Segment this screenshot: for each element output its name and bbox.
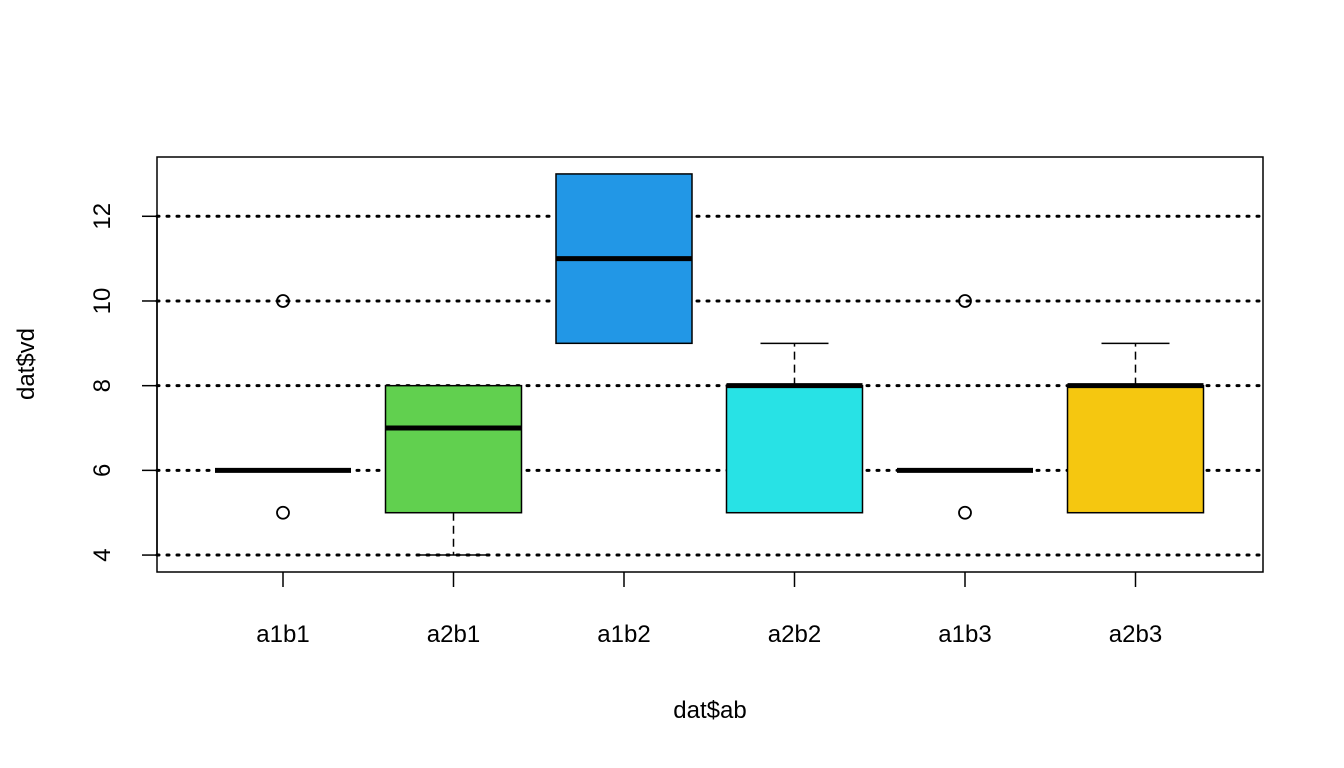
box-body bbox=[1066, 384, 1205, 514]
y-tick-label: 12 bbox=[89, 203, 116, 230]
x-tick-label-a1b3: a1b3 bbox=[938, 621, 991, 648]
box-body bbox=[384, 384, 523, 514]
outlier-point bbox=[958, 505, 972, 520]
x-tick-label-a1b1: a1b1 bbox=[256, 621, 309, 648]
box-a1b1 bbox=[215, 294, 351, 520]
x-tick-label-a2b2: a2b2 bbox=[768, 621, 821, 648]
box-a1b2 bbox=[555, 173, 693, 345]
box-body bbox=[725, 384, 864, 514]
x-tick-label-a1b2: a1b2 bbox=[597, 621, 650, 648]
x-axis-title: dat$ab bbox=[673, 697, 746, 724]
box-a1b3 bbox=[897, 294, 1033, 520]
y-tick-label: 10 bbox=[89, 288, 116, 315]
outlier-point bbox=[276, 505, 290, 520]
y-axis: 4 6 8 10 12 bbox=[89, 203, 158, 562]
box-a2b1 bbox=[384, 384, 523, 556]
box-a2b2 bbox=[725, 342, 864, 514]
y-tick-label: 8 bbox=[89, 379, 116, 392]
y-tick-label: 4 bbox=[89, 548, 116, 561]
y-axis-title: dat$vd bbox=[13, 328, 40, 400]
outlier-point bbox=[276, 294, 290, 308]
x-tick-label-a2b3: a2b3 bbox=[1109, 621, 1162, 648]
x-tick-label-a2b1: a2b1 bbox=[427, 621, 480, 648]
boxes bbox=[215, 173, 1205, 556]
box-a2b3 bbox=[1066, 342, 1205, 514]
outlier-point bbox=[958, 294, 972, 308]
y-tick-label: 6 bbox=[89, 464, 116, 477]
x-axis: a1b1 a2b1 a1b2 a2b2 a1b3 a2b3 bbox=[256, 572, 1162, 648]
